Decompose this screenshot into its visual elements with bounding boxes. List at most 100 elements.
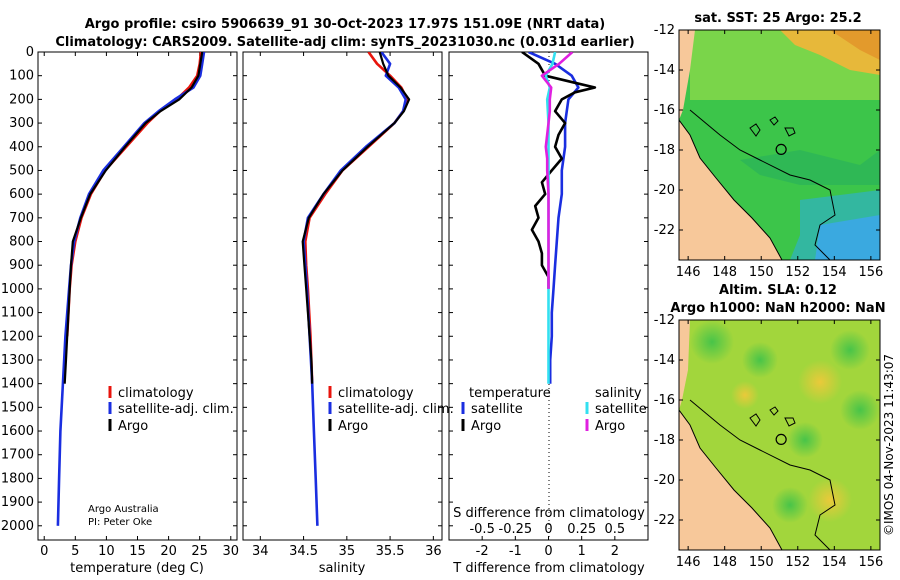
difference-lines (521, 52, 597, 384)
sst-band-mid (740, 150, 880, 185)
y-tick-label: 1500 (1, 400, 34, 415)
x-tick-label: 25 (191, 544, 208, 559)
y-tick-label: -16 (654, 393, 675, 408)
y-tick-label: 1800 (1, 471, 34, 486)
salinity-legend: climatology satellite-adj. clim. Argo (328, 386, 454, 434)
x-tick-label: -2 (476, 544, 489, 559)
s-tick-label: -0.25 (499, 522, 533, 537)
series-line-argo (63, 52, 204, 384)
y-tick-label: 1200 (1, 329, 34, 344)
y-tick-label: 1400 (1, 377, 34, 392)
sst-shelf-contour (689, 109, 836, 260)
y-tick-label: 1000 (1, 282, 34, 297)
sla-low-blob (787, 422, 823, 458)
legend-title-temperature: temperature (469, 386, 551, 401)
legend-label-argo: Argo (118, 419, 148, 434)
y-tick-label: 300 (9, 116, 34, 131)
sst-land-north (679, 30, 695, 120)
sla-low-blob (742, 342, 778, 378)
y-tick-label: 500 (9, 163, 34, 178)
sla-map-frame (678, 319, 881, 551)
sst-hot-patch (830, 30, 880, 60)
y-tick-label: 0 (26, 45, 34, 60)
y-tick-label: -22 (654, 223, 675, 238)
x-tick-label: 10 (98, 544, 115, 559)
y-tick-label: -14 (654, 353, 675, 368)
s-tick-label: 0.5 (604, 522, 625, 537)
x-tick-label: 146 (676, 555, 701, 570)
x-tick-label: 150 (749, 265, 774, 280)
legend-label-s-satellite: satellite (595, 402, 647, 417)
x-tick-label: 20 (160, 544, 177, 559)
difference-legend: temperature salinity satellite Argo sate… (461, 386, 647, 434)
salinity-xlabel: salinity (319, 561, 366, 576)
temperature-xlabel: temperature (deg C) (70, 561, 204, 576)
sla-map-axes: 146 148 150 152 154 156 -12 -14 -16 -18 -20 -22 (654, 313, 884, 570)
sla-low-blob (840, 390, 880, 430)
legend-label-t-argo: Argo (471, 419, 501, 434)
x-tick-label: 152 (785, 555, 810, 570)
y-tick-label: 1300 (1, 353, 34, 368)
x-tick-label: 148 (712, 265, 737, 280)
y-tick-label: 2000 (1, 519, 34, 534)
figure-title-line1: Argo profile: csiro 5906639_91 30-Oct-20… (85, 17, 606, 32)
sla-low-blob (772, 487, 808, 523)
x-tick-label: 34.5 (289, 544, 318, 559)
x-tick-label: 1 (578, 544, 586, 559)
x-tick-label: 30 (223, 544, 240, 559)
salinity-panel-frame (242, 51, 443, 541)
sst-map (679, 30, 880, 260)
x-tick-label: 0 (544, 544, 552, 559)
legend-label-argo: Argo (338, 419, 368, 434)
y-tick-label: 400 (9, 140, 34, 155)
x-tick-label: 35 (339, 544, 356, 559)
x-tick-label: 156 (858, 265, 883, 280)
legend-label-climatology: climatology (338, 386, 414, 401)
sla-high-blob (731, 381, 759, 409)
y-tick-label: 100 (9, 69, 34, 84)
x-tick-label: 146 (676, 265, 701, 280)
legend-title-salinity: salinity (595, 386, 642, 401)
y-tick-label: 1100 (1, 306, 34, 321)
legend-label-s-argo: Argo (595, 419, 625, 434)
y-tick-label: -22 (654, 513, 675, 528)
y-tick-label: -12 (654, 23, 675, 38)
y-tick-label: -18 (654, 433, 675, 448)
x-tick-label: 36 (425, 544, 442, 559)
legend-label-satellite: satellite-adj. clim. (118, 402, 234, 417)
y-tick-label: 1900 (1, 495, 34, 510)
salinity-lines (301, 52, 411, 526)
y-tick-label: 1700 (1, 448, 34, 463)
sla-argo-marker (775, 433, 787, 445)
series-line-t-argo (521, 52, 597, 289)
credit-line1: Argo Australia (88, 504, 159, 515)
y-tick-label: 1600 (1, 424, 34, 439)
y-tick-label: -12 (654, 313, 675, 328)
x-tick-label: 150 (749, 555, 774, 570)
sla-low-blob (830, 330, 870, 370)
difference-top-xlabel: S difference from climatology (453, 506, 645, 521)
sla-map-title-line1: Altim. SLA: 0.12 (719, 283, 837, 298)
sst-land-coast (679, 119, 783, 260)
y-tick-label: 700 (9, 211, 34, 226)
x-tick-label: -1 (509, 544, 522, 559)
sla-shelf-contour (689, 399, 836, 550)
series-line-satellite-adj-clim- (56, 52, 206, 526)
x-tick-label: 148 (712, 555, 737, 570)
x-tick-label: 154 (822, 265, 847, 280)
y-tick-label: -18 (654, 143, 675, 158)
y-tick-label: -20 (654, 473, 675, 488)
sst-map-title: sat. SST: 25 Argo: 25.2 (694, 11, 861, 26)
sla-reef-shapes (749, 406, 796, 427)
series-line-argo (301, 52, 411, 384)
x-tick-label: 15 (129, 544, 146, 559)
temperature-axes: 0 5 10 15 20 25 300100200300400500600700800900… (1, 45, 239, 559)
y-tick-label: 200 (9, 92, 34, 107)
legend-label-t-satellite: satellite (471, 402, 523, 417)
y-tick-label: -20 (654, 183, 675, 198)
x-tick-label: 34 (252, 544, 269, 559)
sla-land-coast (679, 409, 783, 550)
sla-land-north (679, 320, 690, 410)
sla-high-blob (808, 478, 852, 522)
